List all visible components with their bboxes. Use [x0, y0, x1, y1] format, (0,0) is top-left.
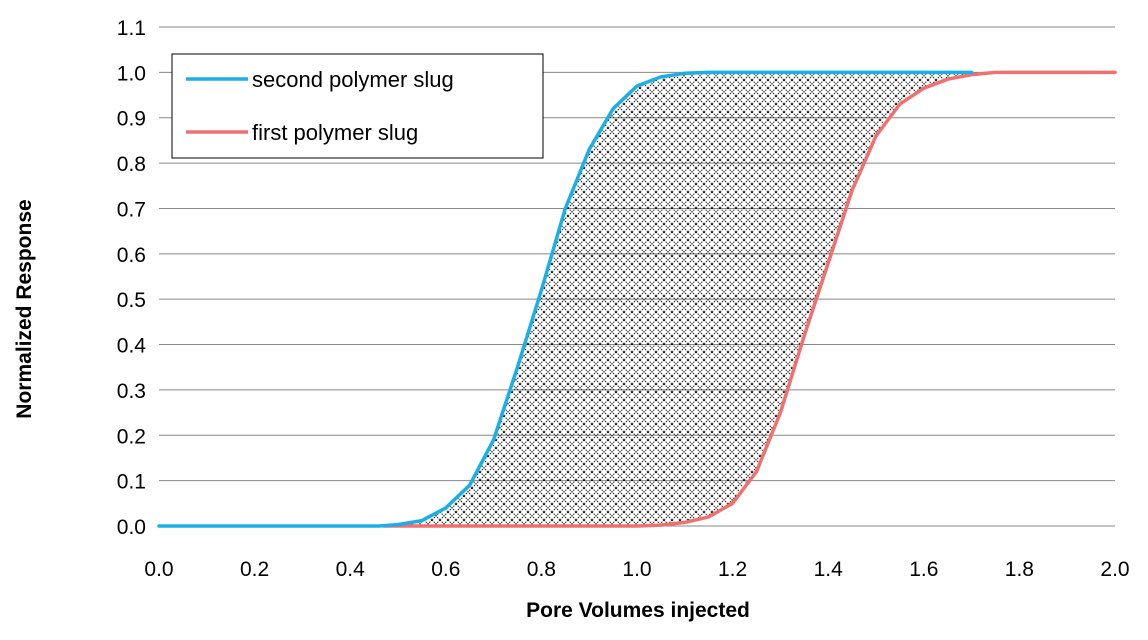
y-tick-label: 0.1 — [117, 471, 146, 494]
shaded-region — [378, 72, 996, 527]
y-tick-label: 1.1 — [117, 17, 146, 40]
y-tick-labels: 0.0 0.1 0.2 0.3 0.4 0.5 0.6 0.7 0.8 0.9 1.0 1.1 — [117, 17, 147, 539]
y-tick-label: 0.9 — [117, 108, 146, 131]
x-tick-label: 0.4 — [336, 558, 366, 581]
x-axis-label: Pore Volumes injected — [526, 599, 750, 622]
y-tick-label: 0.5 — [117, 289, 146, 312]
y-tick-label: 0.4 — [117, 335, 147, 358]
y-tick-label: 0.7 — [117, 198, 146, 221]
legend-box — [171, 53, 544, 159]
x-tick-label: 2.0 — [1100, 558, 1129, 581]
y-axis-label: Normalized Response — [13, 199, 36, 418]
x-tick-label: 1.4 — [814, 558, 844, 581]
shaded-area-between-series — [378, 72, 996, 527]
x-tick-label: 0.0 — [144, 558, 173, 581]
x-tick-label: 1.8 — [1005, 558, 1034, 581]
x-tick-label: 0.6 — [431, 558, 460, 581]
series-line-second-polymer-slug — [157, 70, 974, 528]
x-tick-label: 1.2 — [718, 558, 747, 581]
y-tick-label: 0.6 — [117, 244, 146, 267]
y-tick-label: 0.3 — [117, 380, 146, 403]
legend: second polymer slug first polymer slug — [171, 53, 544, 159]
x-tick-labels: 0.0 0.2 0.4 0.6 0.8 1.0 1.2 1.4 1.6 1.8 2.0 — [144, 558, 1129, 581]
y-tick-label: 1.0 — [117, 62, 146, 85]
x-tick-label: 0.2 — [240, 558, 269, 581]
x-tick-label: 0.8 — [527, 558, 556, 581]
x-tick-label: 1.0 — [622, 558, 651, 581]
x-tick-label: 1.6 — [909, 558, 938, 581]
y-tick-label: 0.2 — [117, 425, 146, 448]
y-tick-label: 0.8 — [117, 153, 146, 176]
series-line-first-polymer-slug — [381, 70, 1117, 528]
y-tick-label: 0.0 — [117, 516, 146, 539]
legend-label-second-polymer-slug: second polymer slug — [252, 67, 454, 92]
legend-label-first-polymer-slug: first polymer slug — [252, 120, 418, 145]
series-layer — [157, 70, 1117, 528]
